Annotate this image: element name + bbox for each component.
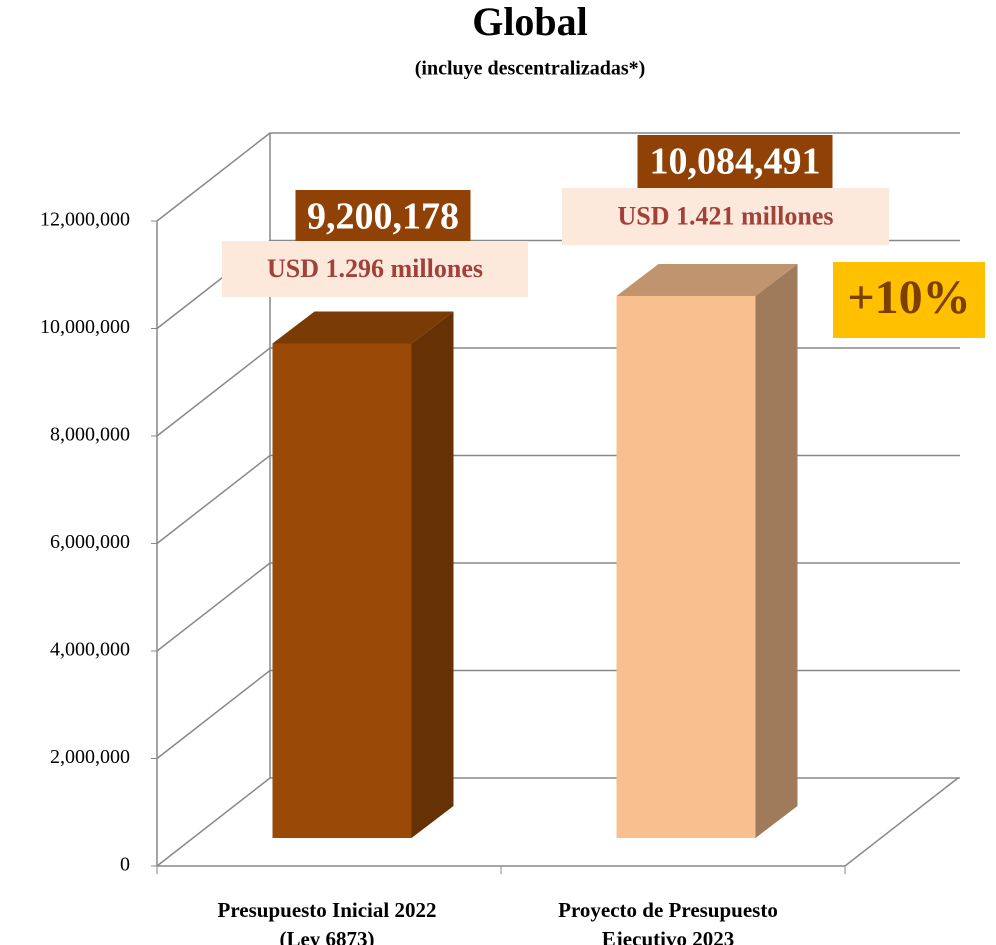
annotation-box (833, 262, 985, 338)
bar-top (616, 263, 798, 296)
x-tick-label: Proyecto de Presupuesto Ejecutivo 2023 (558, 898, 778, 945)
y-tick-label: 10,000,000 (40, 316, 130, 338)
annotation: +10% (847, 271, 970, 324)
bar (616, 295, 756, 838)
value-label-box (295, 190, 471, 246)
chart-subtitle: (incluye descentralizadas*) (415, 58, 646, 80)
annotation-box (562, 188, 889, 245)
chart-title: Global (472, 0, 588, 44)
value-label: 9,200,178 (307, 196, 459, 238)
y-tick-label: 6,000,000 (50, 531, 130, 553)
y-tick-label: 4,000,000 (50, 639, 130, 661)
annotation: USD 1.296 millones (267, 254, 483, 283)
bar-top (272, 311, 454, 344)
annotation: USD 1.421 millones (618, 201, 834, 230)
y-tick-label: 2,000,000 (50, 746, 130, 768)
y-tick-label: 0 (120, 854, 130, 876)
value-label: 10,084,491 (650, 141, 821, 183)
bar-side (755, 263, 798, 838)
bar-side (411, 311, 454, 838)
bar (272, 343, 412, 838)
x-tick-label: Presupuesto Inicial 2022 (Ley 6873) (217, 898, 437, 945)
value-label-box (637, 135, 833, 191)
annotation-box (222, 241, 528, 297)
y-tick-label: 8,000,000 (50, 424, 130, 446)
y-tick-label: 12,000,000 (40, 209, 130, 231)
